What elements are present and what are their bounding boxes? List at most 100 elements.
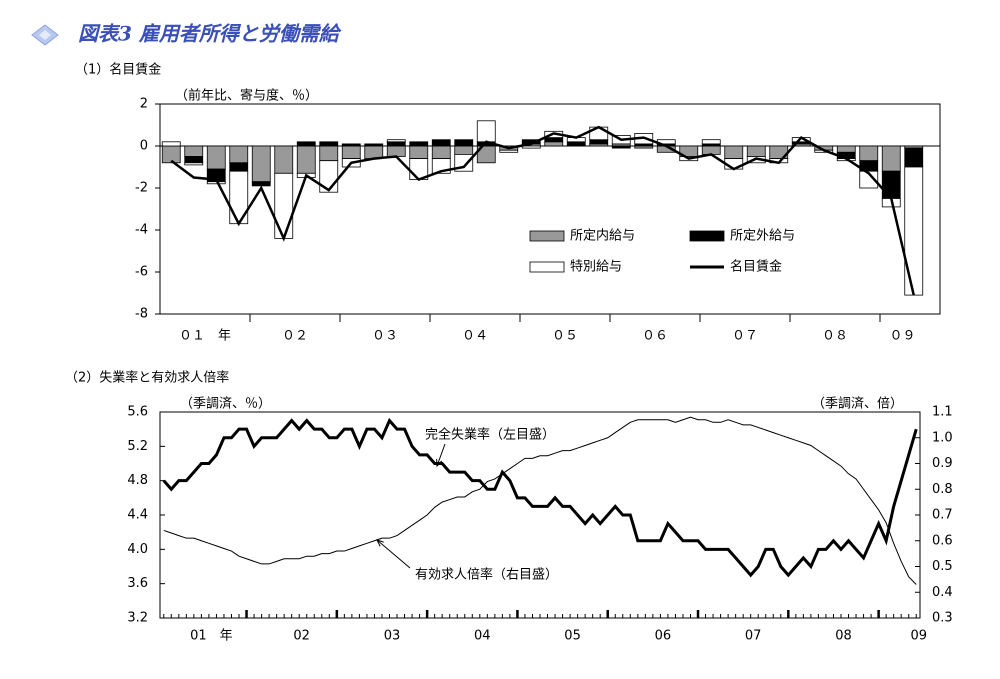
bar-segment <box>589 139 609 145</box>
x-tick-label: 06 <box>655 629 672 644</box>
x-tick-label: ０７ <box>732 329 758 344</box>
series-annotation: 完全失業率（左目盛） <box>425 427 555 443</box>
y2-tick-label: 0.8 <box>932 482 953 497</box>
x-tick-label: ０２ <box>282 329 308 344</box>
bar-segment <box>701 139 721 145</box>
y-tick-label: -8 <box>135 307 148 322</box>
bar-segment <box>904 166 924 296</box>
y-tick-label: 5.6 <box>127 405 148 420</box>
y-tick-label: 3.6 <box>127 576 148 591</box>
x-tick-label: ０５ <box>552 329 578 344</box>
x-tick-label: 09 <box>910 629 927 644</box>
bar-segment <box>251 145 271 183</box>
series-annotation: 有効求人倍率（右目盛） <box>415 567 558 583</box>
y-tick-label: 5.2 <box>127 439 148 454</box>
x-tick-label: 01 年 <box>190 629 233 644</box>
x-tick-label: 07 <box>745 629 762 644</box>
header-title: 図表3 雇用者所得と労働需給 <box>78 22 342 46</box>
bar-segment <box>881 145 901 172</box>
bar-segment <box>454 145 474 155</box>
legend-swatch <box>529 230 565 242</box>
annotation-arrowhead <box>436 458 443 468</box>
bar-segment <box>251 181 271 187</box>
bar-segment <box>836 145 856 153</box>
legend-label: 所定外給与 <box>730 229 795 244</box>
annotation-arrowhead <box>376 539 384 547</box>
chart-title: （1）名目賃金 <box>75 62 161 78</box>
y2-tick-label: 0.3 <box>932 611 953 626</box>
bar-segment <box>746 145 766 157</box>
bar-segment <box>319 141 339 147</box>
bar-segment <box>431 145 451 159</box>
bar-segment <box>274 172 294 239</box>
chart-labor: 3.2 3.6 4.0 4.4 4.8 5.2 5.6 0.3 0.4 0.5 0.6 0.7 0.8 0… <box>127 405 952 644</box>
bar-segment <box>431 139 451 147</box>
bar-segment <box>161 141 181 147</box>
bar-segment <box>296 141 316 147</box>
bar-segment <box>386 139 406 143</box>
x-tick-label: ０３ <box>372 329 398 344</box>
bar-segment <box>521 145 541 149</box>
wage-line <box>170 125 915 296</box>
y-axis-label: （季調済、％） <box>180 396 271 412</box>
y2-tick-label: 0.5 <box>932 559 953 574</box>
bar-segment <box>499 149 519 153</box>
y2-axis-label: （季調済、倍） <box>812 396 903 412</box>
bar-segment <box>274 145 294 174</box>
legend-label: 特別給与 <box>570 260 622 275</box>
x-tick-label: 03 <box>384 629 401 644</box>
bar-segment <box>409 145 429 159</box>
y-axis-label: （前年比、寄与度、％） <box>175 88 318 104</box>
x-tick-label: 05 <box>564 629 581 644</box>
y2-tick-label: 1.0 <box>932 430 953 445</box>
y-tick-label: 2 <box>140 97 148 112</box>
y2-tick-label: 0.9 <box>932 456 953 471</box>
bar-segment <box>544 137 564 143</box>
annotation-arrow <box>436 443 446 467</box>
bar-segment <box>544 141 564 147</box>
x-tick-label: ０６ <box>642 329 668 344</box>
bar-segment <box>454 139 474 147</box>
annotation-arrow <box>376 539 411 569</box>
x-tick-label: 02 <box>293 629 310 644</box>
legend-swatch <box>529 261 565 273</box>
y-tick-label: 4.8 <box>127 473 148 488</box>
bar-segment <box>229 145 249 164</box>
bar-segment <box>386 145 406 157</box>
x-tick-label: 04 <box>474 629 491 644</box>
x-tick-label: ０９ <box>889 329 915 344</box>
bar-segment <box>364 143 384 147</box>
legend-label: 名目賃金 <box>730 259 782 275</box>
bar-segment <box>566 141 586 147</box>
bar-segment <box>296 145 316 174</box>
bar-segment <box>229 162 249 172</box>
bar-segment <box>859 170 879 189</box>
y2-tick-label: 0.7 <box>932 508 953 523</box>
job-offers-line <box>163 416 917 585</box>
unemployment-line <box>162 417 918 578</box>
bar-segment <box>476 120 496 143</box>
y2-tick-label: 0.4 <box>932 585 953 600</box>
y-tick-label: 4.0 <box>127 542 148 557</box>
y2-tick-label: 1.1 <box>932 405 953 420</box>
y-tick-label: -6 <box>135 265 148 280</box>
chart-wage: -8 -6 -4 -2 0 2 ０１ 年 ０２ ０３ ０４ ０５ ０６ ０７ ０８ ０９ 所定内給与 所定外給与… <box>135 97 941 344</box>
bar-segment <box>386 141 406 147</box>
y-tick-label: 0 <box>140 139 148 154</box>
bar-segment <box>184 145 204 157</box>
bar-segment <box>184 156 204 164</box>
bar-segment <box>161 145 181 164</box>
bar-segment <box>859 145 879 162</box>
bar-segment <box>206 145 226 170</box>
bar-segment <box>724 145 744 159</box>
legend-label: 所定内給与 <box>570 228 635 244</box>
plot-frame <box>159 103 941 315</box>
x-tick-label: 08 <box>835 629 852 644</box>
bar-segment <box>341 145 361 159</box>
x-tick-label: ０８ <box>822 329 848 344</box>
y-tick-label: 4.4 <box>127 508 148 523</box>
header-icon <box>31 24 59 46</box>
x-tick-label: ０１ 年 <box>179 329 231 344</box>
